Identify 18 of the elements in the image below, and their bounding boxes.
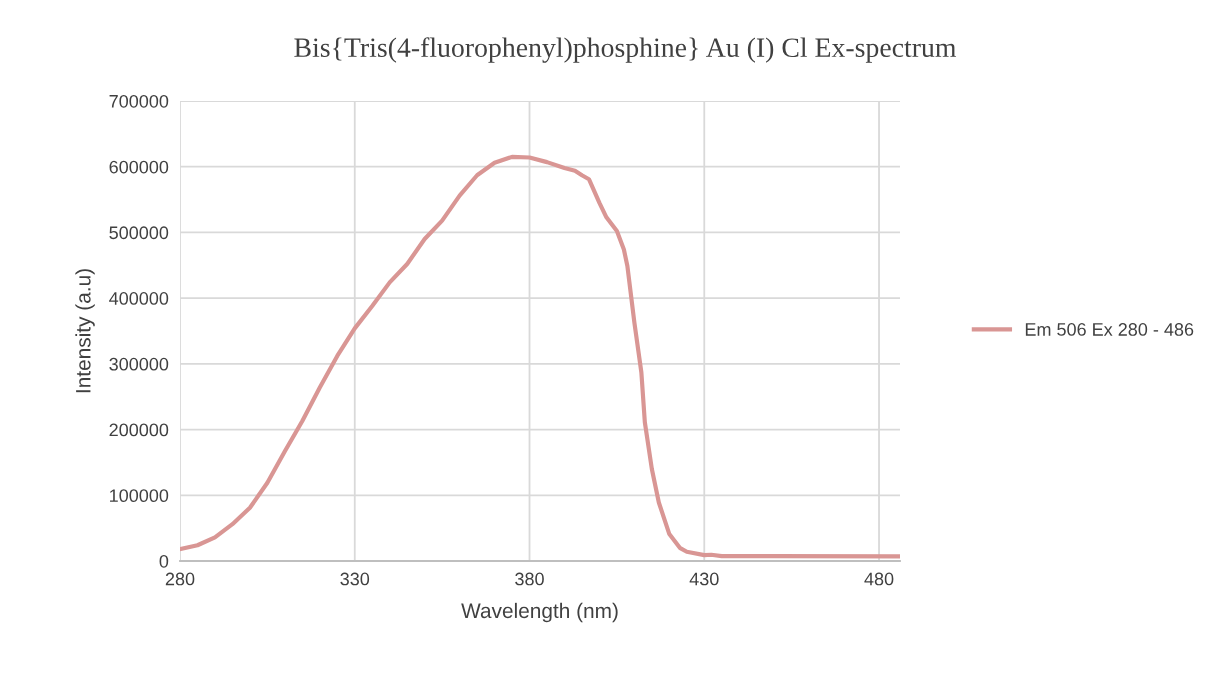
- chart-title: Bis{Tris(4-fluorophenyl)phosphine} Au (I) Cl Ex-spectrum: [294, 37, 957, 63]
- y-axis-title: Intensity (a.u): [75, 269, 95, 393]
- y-tick-label: 0: [159, 554, 169, 568]
- y-tick-label: 400000: [109, 292, 169, 305]
- x-axis-title: Wavelength (nm): [461, 602, 618, 623]
- x-tick-label: 430: [689, 572, 719, 586]
- y-tick-label: 200000: [109, 423, 169, 437]
- y-tick-label: 700000: [109, 94, 169, 108]
- legend-label: Em 506 Ex 280 - 486: [1025, 323, 1194, 336]
- y-tick-label: 300000: [109, 357, 169, 371]
- x-tick-label: 280: [165, 572, 195, 586]
- x-tick-label: 380: [515, 572, 544, 586]
- x-tick-label: 330: [340, 572, 370, 586]
- y-tick-label: 100000: [110, 489, 169, 503]
- line-series: [180, 154, 900, 559]
- y-tick-label: 600000: [109, 160, 169, 174]
- x-tick-label: 480: [864, 572, 894, 586]
- y-tick-label: 500000: [109, 226, 169, 240]
